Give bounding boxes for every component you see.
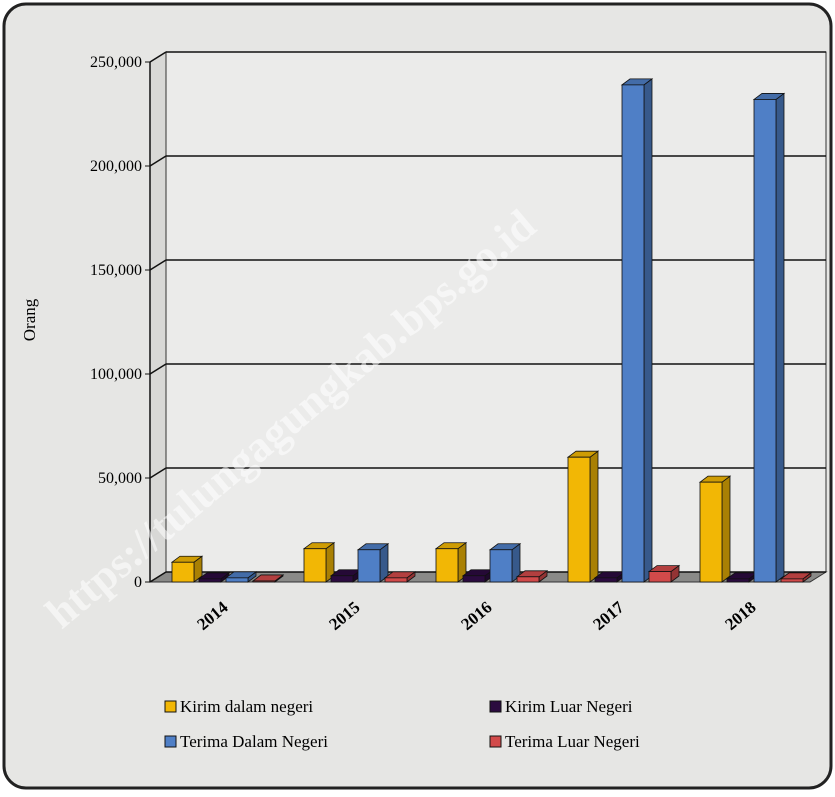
bar-front [304,549,326,582]
bar-front [331,576,353,582]
bar-front [517,577,539,582]
bar-front [781,579,803,582]
bar-side [776,93,784,582]
bar-front [463,576,485,582]
bar-front [622,85,644,582]
bar [490,544,520,582]
bar-front [754,99,776,582]
legend-label: Terima Dalam Negeri [180,732,328,751]
y-tick-label: 150,000 [90,262,142,279]
bar [649,566,679,582]
bar-front [253,581,275,582]
bar-front [727,579,749,582]
bar-front [385,578,407,582]
bar-side [644,79,652,582]
chart: Orang 050,000100,000150,000200,000250,00… [0,0,835,792]
legend-label: Kirim dalam negeri [180,697,313,716]
bar [172,556,202,582]
bar [700,476,730,582]
bar [568,451,598,582]
legend-label: Kirim Luar Negeri [505,697,633,716]
bar-front [649,572,671,582]
bar [358,544,388,582]
bar-front [568,457,590,582]
bar-front [226,578,248,582]
bar [304,543,334,582]
bar-front [700,482,722,582]
bar [754,93,784,582]
bar-side [590,451,598,582]
y-tick-label: 50,000 [98,470,142,487]
legend-swatch [490,736,501,747]
bar-front [595,578,617,582]
bar-side [722,476,730,582]
y-tick-label: 200,000 [90,158,142,175]
bar-front [490,550,512,582]
legend-swatch [165,736,176,747]
bar [436,543,466,582]
bar-front [436,549,458,582]
bar-front [172,562,194,582]
legend-swatch [490,701,501,712]
y-tick-label: 250,000 [90,54,142,71]
legend-swatch [165,701,176,712]
y-axis-title: Orang [20,298,39,341]
bar-front [358,550,380,582]
bar [622,79,652,582]
bar-front [199,579,221,582]
y-tick-label: 100,000 [90,366,142,383]
page: {"chart_data": {"type": "bar3d", "y_labe… [0,0,835,792]
legend-label: Terima Luar Negeri [505,732,640,751]
